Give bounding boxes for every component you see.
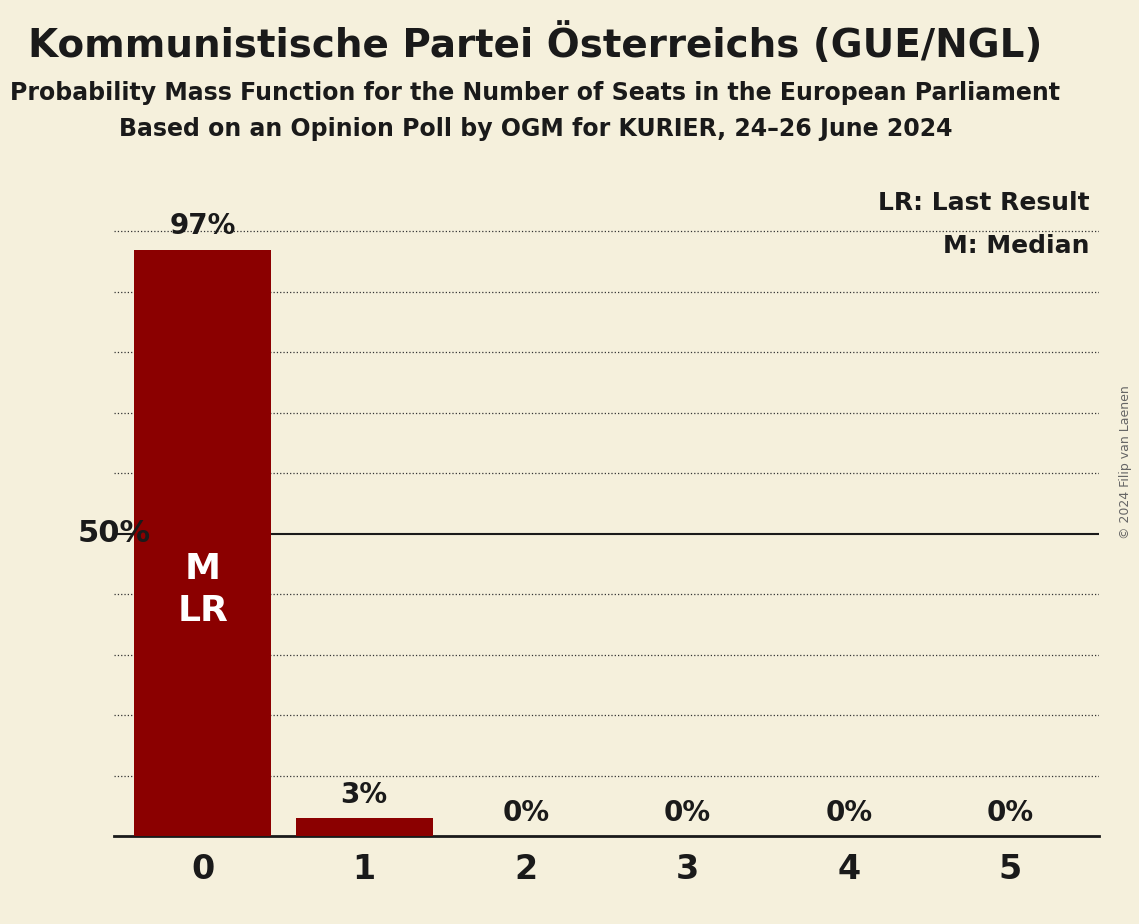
Text: Based on an Opinion Poll by OGM for KURIER, 24–26 June 2024: Based on an Opinion Poll by OGM for KURI… xyxy=(118,117,952,141)
Text: Kommunistische Partei Österreichs (GUE/NGL): Kommunistische Partei Österreichs (GUE/N… xyxy=(28,23,1042,65)
Bar xyxy=(296,818,433,836)
Text: 97%: 97% xyxy=(170,213,236,240)
Text: 50%: 50% xyxy=(77,519,150,548)
Text: M
LR: M LR xyxy=(178,552,228,628)
Text: M: Median: M: Median xyxy=(943,234,1089,258)
Text: 3%: 3% xyxy=(341,781,387,809)
Text: 0%: 0% xyxy=(664,799,711,827)
Bar xyxy=(134,249,271,836)
Text: 0%: 0% xyxy=(986,799,1034,827)
Text: 0%: 0% xyxy=(502,799,549,827)
Text: 0%: 0% xyxy=(826,799,872,827)
Text: Probability Mass Function for the Number of Seats in the European Parliament: Probability Mass Function for the Number… xyxy=(10,81,1060,105)
Text: LR: Last Result: LR: Last Result xyxy=(878,191,1089,215)
Text: © 2024 Filip van Laenen: © 2024 Filip van Laenen xyxy=(1118,385,1132,539)
